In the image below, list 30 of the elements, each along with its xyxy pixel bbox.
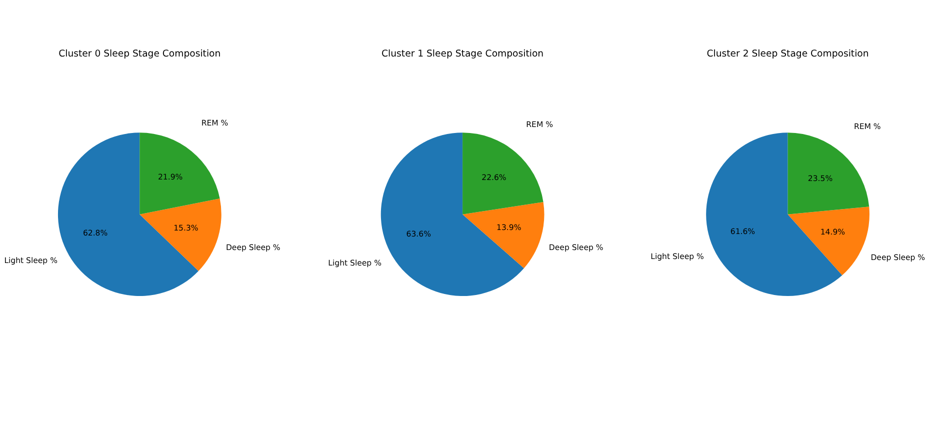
- pie-slice: [140, 198, 222, 272]
- pie-slice: [462, 132, 544, 214]
- pie-slice: [380, 132, 524, 296]
- data-label: 63.6%: [406, 230, 431, 239]
- pie-slice: [140, 132, 220, 214]
- data-label: 61.6%: [730, 226, 756, 236]
- slice-label: Light Sleep %: [328, 258, 382, 268]
- slice-label: Deep Sleep %: [548, 242, 604, 252]
- slice-label: Deep Sleep %: [226, 243, 280, 252]
- slice-label: REM %: [201, 118, 228, 128]
- data-label: 21.9%: [158, 172, 183, 182]
- slice-label: Light Sleep %: [4, 256, 58, 265]
- chart-title: Cluster 2 Sleep Stage Composition: [706, 48, 869, 60]
- slice-label: REM %: [526, 120, 554, 129]
- data-label: 22.6%: [482, 173, 506, 182]
- chart-title: Cluster 0 Sleep Stage Composition: [58, 48, 221, 60]
- pie-slice: [706, 132, 842, 296]
- pie-slice: [788, 206, 870, 276]
- data-label: 15.3%: [174, 223, 198, 232]
- chart-title: Cluster 1 Sleep Stage Composition: [382, 48, 544, 60]
- data-label: 13.9%: [496, 223, 522, 232]
- data-label: 62.8%: [82, 228, 108, 238]
- slice-label: Light Sleep %: [650, 252, 704, 261]
- pie-slice: [462, 202, 544, 268]
- slice-label: REM %: [854, 122, 881, 132]
- slice-label: Deep Sleep %: [870, 252, 926, 262]
- data-label: 14.9%: [820, 227, 846, 236]
- pie-slice: [788, 132, 870, 214]
- pie-slice: [58, 132, 199, 296]
- data-label: 23.5%: [808, 174, 833, 183]
